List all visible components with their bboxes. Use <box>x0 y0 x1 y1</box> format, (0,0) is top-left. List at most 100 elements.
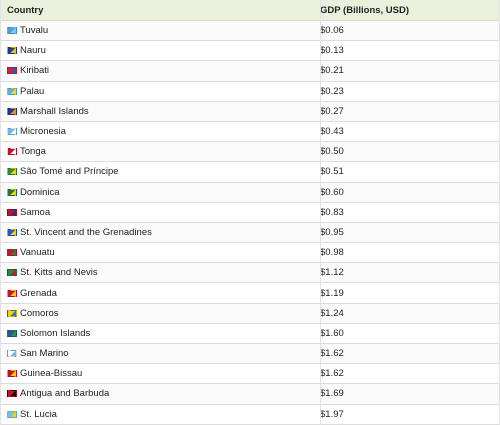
country-name: St. Vincent and the Grenadines <box>20 226 152 238</box>
table-row: Nauru $0.13 <box>0 41 500 62</box>
country-name: Solomon Islands <box>20 327 91 339</box>
table-row: St. Vincent and the Grenadines $0.95 <box>0 222 500 244</box>
country-name: Tonga <box>20 146 46 158</box>
country-cell: Tonga <box>0 146 320 157</box>
country-cell: Vanuatu <box>0 247 320 258</box>
country-cell: Grenada <box>0 288 320 299</box>
gdp-value: $1.19 <box>320 287 344 299</box>
country-name: St. Kitts and Nevis <box>20 267 98 279</box>
micronesia-flag-icon <box>7 128 17 136</box>
country-cell: Samoa <box>0 207 320 218</box>
country-cell: Guinea-Bissau <box>0 368 320 379</box>
country-name: Dominica <box>20 186 60 198</box>
country-name: Samoa <box>20 206 51 218</box>
country-name: Guinea-Bissau <box>20 368 83 380</box>
country-name: Micronesia <box>20 126 66 138</box>
column-divider <box>320 0 321 425</box>
country-cell: Micronesia <box>0 126 320 137</box>
country-cell: Palau <box>0 86 320 97</box>
table-row: Dominica $0.60 <box>0 182 500 203</box>
gdp-value: $1.62 <box>320 348 344 360</box>
country-cell: Marshall Islands <box>0 106 320 117</box>
table-row: Guinea-Bissau $1.62 <box>0 364 500 385</box>
country-cell: São Tomé and Príncipe <box>0 166 320 177</box>
country-cell: St. Kitts and Nevis <box>0 267 320 278</box>
table-left-border <box>0 0 1 425</box>
gdp-value: $0.50 <box>320 146 344 158</box>
dominica-flag-icon <box>7 188 17 196</box>
country-cell: Kiribati <box>0 65 320 76</box>
country-name: Grenada <box>20 287 57 299</box>
table-row: St. Lucia $1.97 <box>0 405 500 425</box>
gdp-value: $0.06 <box>320 25 344 37</box>
country-name: Tuvalu <box>20 25 49 37</box>
table-row: Palau $0.23 <box>0 82 500 102</box>
table-header: Country GDP (Billions, USD) <box>0 0 500 21</box>
table-row: Tonga $0.50 <box>0 142 500 163</box>
country-cell: Solomon Islands <box>0 328 320 339</box>
gdp-value: $0.83 <box>320 206 344 218</box>
kiribati-flag-icon <box>7 67 17 75</box>
table-row: San Marino $1.62 <box>0 344 500 365</box>
gdp-value: $1.12 <box>320 267 344 279</box>
gdp-value: $1.60 <box>320 327 344 339</box>
guinea-bissau-flag-icon <box>7 370 17 378</box>
country-cell: San Marino <box>0 348 320 359</box>
grenada-flag-icon <box>7 289 17 297</box>
sao-tome-and-principe-flag-icon <box>7 168 17 176</box>
gdp-value: $0.23 <box>320 85 344 97</box>
country-cell: Antigua and Barbuda <box>0 388 320 399</box>
gdp-value: $1.62 <box>320 368 344 380</box>
country-name: St. Lucia <box>20 408 57 420</box>
gdp-value: $0.95 <box>320 226 344 238</box>
vanuatu-flag-icon <box>7 249 17 257</box>
country-name: Comoros <box>20 307 59 319</box>
country-name: Vanuatu <box>20 247 55 259</box>
gdp-value: $1.69 <box>320 388 344 400</box>
country-name: Marshall Islands <box>20 105 89 117</box>
table-row: Comoros $1.24 <box>0 303 500 324</box>
country-cell: Nauru <box>0 45 320 56</box>
country-name: San Marino <box>20 348 69 360</box>
nauru-flag-icon <box>7 47 17 55</box>
country-name: Palau <box>20 85 45 97</box>
country-cell: Tuvalu <box>0 25 320 36</box>
header-country[interactable]: Country <box>7 4 44 16</box>
country-name: Kiribati <box>20 65 50 77</box>
st-vincent-and-the-grenadines-flag-icon <box>7 228 17 236</box>
country-name: Nauru <box>20 45 46 57</box>
st-lucia-flag-icon <box>7 410 17 418</box>
gdp-value: $0.13 <box>320 45 344 57</box>
samoa-flag-icon <box>7 208 17 216</box>
table-row: St. Kitts and Nevis $1.12 <box>0 263 500 284</box>
country-cell: Comoros <box>0 308 320 319</box>
table-body: Tuvalu $0.06 Nauru $0.13 Kiribati $0.21 Palau $… <box>0 21 500 425</box>
gdp-value: $0.27 <box>320 105 344 117</box>
tonga-flag-icon <box>7 148 17 156</box>
gdp-value: $0.51 <box>320 166 344 178</box>
table-row: Grenada $1.19 <box>0 283 500 304</box>
palau-flag-icon <box>7 87 17 95</box>
table-row: Vanuatu $0.98 <box>0 243 500 264</box>
gdp-value: $1.97 <box>320 408 344 420</box>
st-kitts-and-nevis-flag-icon <box>7 269 17 277</box>
table-row: Solomon Islands $1.60 <box>0 324 500 344</box>
table-row: São Tomé and Príncipe $0.51 <box>0 162 500 183</box>
header-gdp[interactable]: GDP (Billions, USD) <box>320 4 410 16</box>
table-row: Tuvalu $0.06 <box>0 21 500 42</box>
gdp-value: $0.43 <box>320 126 344 138</box>
table-row: Samoa $0.83 <box>0 203 500 223</box>
table-row: Kiribati $0.21 <box>0 61 500 82</box>
gdp-value: $0.60 <box>320 186 344 198</box>
gdp-value: $1.24 <box>320 307 344 319</box>
tuvalu-flag-icon <box>7 27 17 35</box>
country-name: São Tomé and Príncipe <box>20 166 119 178</box>
gdp-value: $0.21 <box>320 65 344 77</box>
solomon-islands-flag-icon <box>7 329 17 337</box>
country-cell: St. Vincent and the Grenadines <box>0 227 320 238</box>
table-row: Antigua and Barbuda $1.69 <box>0 384 500 405</box>
antigua-and-barbuda-flag-icon <box>7 390 17 398</box>
gdp-value: $0.98 <box>320 247 344 259</box>
comoros-flag-icon <box>7 309 17 317</box>
